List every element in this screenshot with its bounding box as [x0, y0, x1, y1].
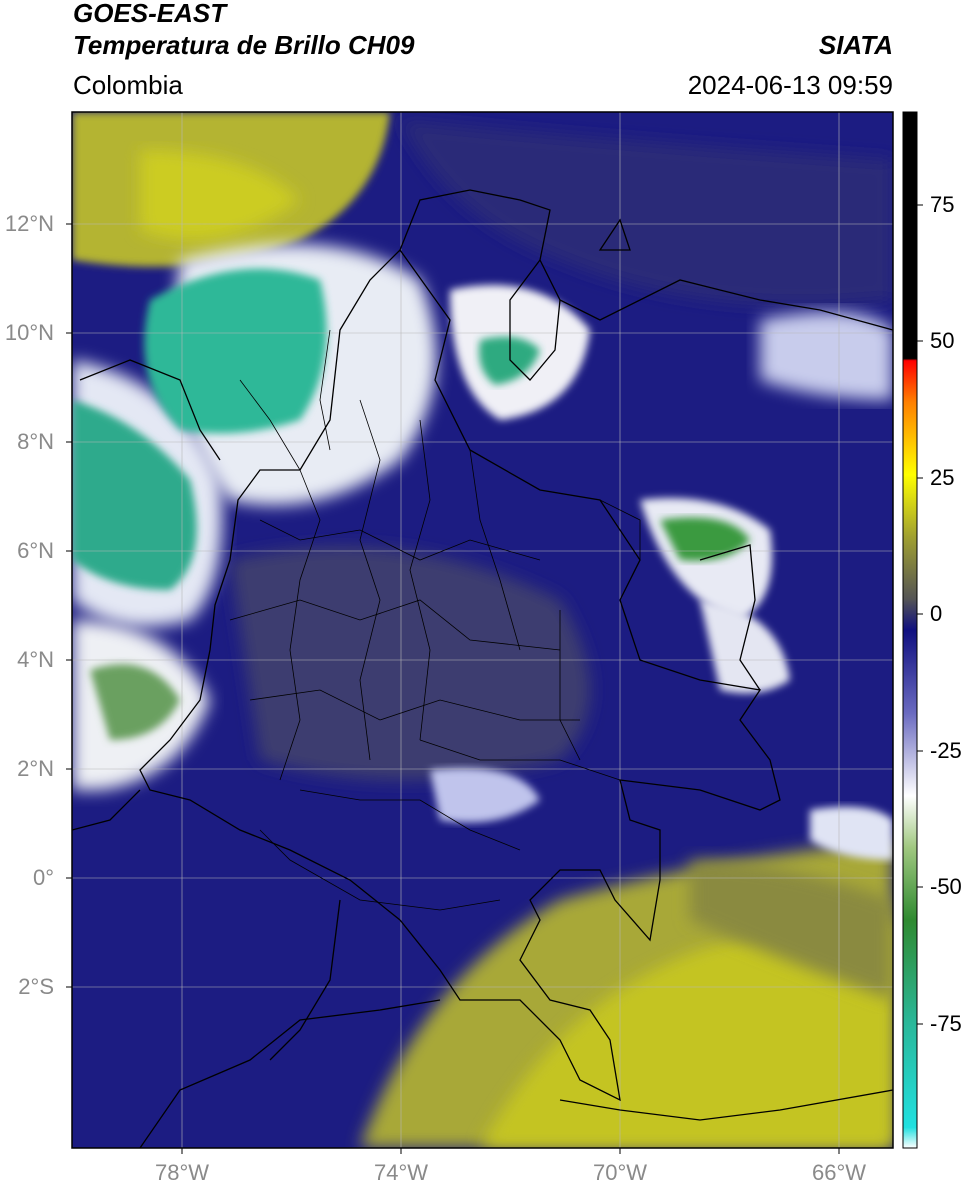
product-title: Temperatura de Brillo CH09: [73, 30, 415, 60]
colorbar-tick-25: 25: [930, 465, 955, 490]
satellite-title: GOES-EAST: [73, 0, 227, 28]
lon-label-74w: 74°W: [373, 1160, 429, 1185]
datetime-label: 2024-06-13 09:59: [687, 70, 893, 100]
colombia-borders: [72, 189, 893, 1148]
colorbar-tick-minus50: -50: [930, 874, 962, 899]
lat-label-4n: 4°N: [17, 647, 54, 672]
lat-label-2s: 2°S: [18, 974, 54, 999]
agency-label: SIATA: [818, 30, 893, 60]
colorbar-tick-minus25: -25: [930, 738, 962, 763]
map-frame: [71, 111, 894, 1149]
lon-label-66w: 66°W: [811, 1160, 867, 1185]
lon-label-78w: 78°W: [154, 1160, 210, 1185]
colorbar-tick-0: 0: [930, 601, 943, 626]
colorbar: [902, 111, 923, 1149]
lat-label-2n: 2°N: [17, 756, 54, 781]
lat-label-10n: 10°N: [4, 320, 54, 345]
lat-label-12n: 12°N: [4, 211, 54, 236]
region-label: Colombia: [73, 70, 183, 100]
axis-ticks: [66, 223, 840, 1154]
lon-label-70w: 70°W: [592, 1160, 648, 1185]
lat-label-6n: 6°N: [17, 538, 54, 563]
imagery-layer: [72, 112, 893, 1148]
colorbar-tick-75: 75: [930, 192, 955, 217]
lat-label-0: 0°: [32, 865, 54, 890]
colorbar-tick-minus75: -75: [930, 1011, 962, 1036]
lat-label-8n: 8°N: [17, 429, 54, 454]
colorbar-tick-50: 50: [930, 328, 955, 353]
department-borders: [229, 329, 641, 911]
gridlines: [72, 112, 893, 1148]
